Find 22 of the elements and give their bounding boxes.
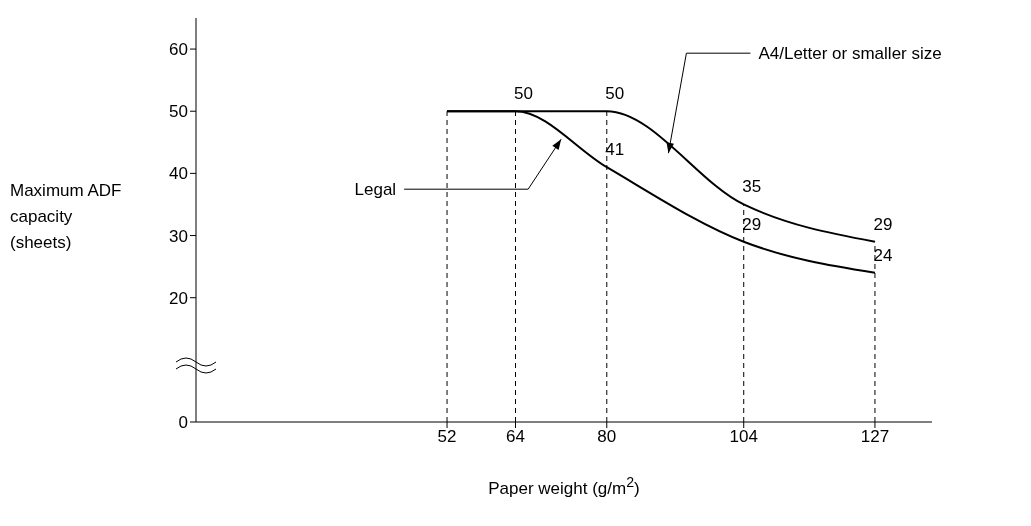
y-tick-label: 30 bbox=[169, 226, 188, 246]
data-label: 35 bbox=[742, 177, 762, 197]
data-label: 29 bbox=[742, 214, 762, 234]
y-tick-label: 0 bbox=[178, 413, 188, 433]
x-tick-label: 104 bbox=[729, 427, 758, 447]
y-axis-title: Maximum ADF capacity (sheets) bbox=[10, 180, 123, 254]
y-tick-label: 50 bbox=[169, 102, 188, 122]
text: Legal bbox=[354, 180, 397, 200]
x-tick-label: 127 bbox=[860, 427, 890, 447]
data-label: 29 bbox=[873, 214, 893, 234]
data-label: 41 bbox=[605, 140, 625, 160]
x-tick-label: 64 bbox=[506, 427, 525, 447]
y-tick-label: 40 bbox=[169, 164, 188, 184]
data-label: 24 bbox=[873, 245, 893, 265]
y-tick-label: 60 bbox=[169, 40, 188, 60]
x-tick-label: 52 bbox=[437, 427, 457, 447]
data-label: 50 bbox=[605, 84, 625, 104]
text: A4/Letter or smaller size bbox=[758, 44, 942, 64]
data-label: 50 bbox=[514, 84, 533, 104]
y-tick-label: 20 bbox=[169, 288, 188, 308]
x-axis-title: Paper weight (g/m$^{2}$) bbox=[487, 474, 641, 499]
x-tick-label: 80 bbox=[597, 427, 617, 447]
